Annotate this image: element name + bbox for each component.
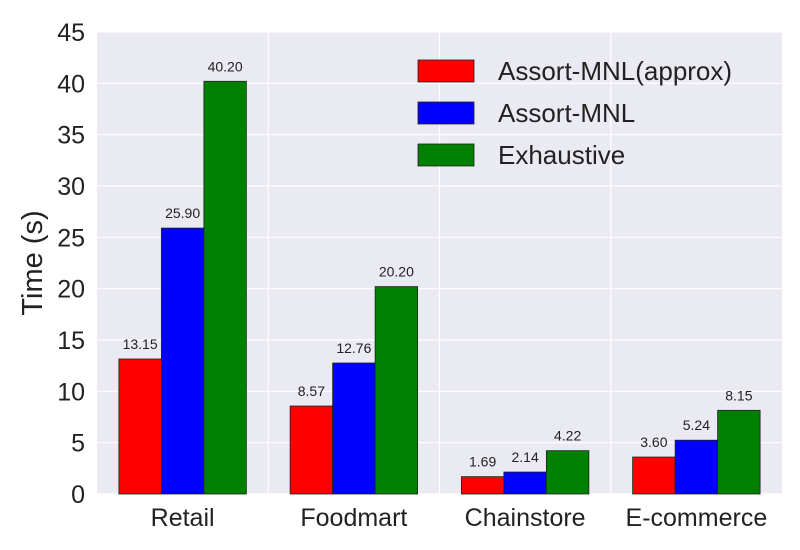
data-label: 5.24	[683, 417, 710, 433]
legend-swatch	[417, 101, 475, 125]
legend-label: Assort-MNL(approx)	[498, 56, 732, 86]
y-tick-label: 45	[57, 19, 85, 47]
y-axis-label: Time (s)	[17, 210, 49, 315]
legend-label: Assort-MNL	[498, 98, 635, 128]
y-tick-label: 40	[57, 70, 85, 98]
y-axis-ticks: 0 5 10 15 20 25 30 35 40 45	[57, 19, 85, 509]
legend-swatch	[417, 59, 475, 83]
data-label: 2.14	[512, 449, 539, 465]
bar-assort-mnl-approx--chainstore	[460, 476, 505, 495]
y-tick-label: 30	[57, 173, 85, 201]
data-label: 13.15	[123, 336, 158, 352]
bar-assort-mnl-retail	[160, 227, 205, 495]
y-tick-label: 10	[57, 378, 85, 406]
data-label: 1.69	[469, 454, 496, 470]
data-label: 25.90	[165, 205, 200, 221]
y-tick-label: 0	[71, 481, 85, 509]
y-tick-label: 35	[57, 122, 85, 150]
bar-exhaustive-e-commerce	[717, 409, 761, 495]
bar-assort-mnl-approx--retail	[118, 358, 162, 495]
x-axis-ticks: Retail Foodmart Chainstore E-commerce	[151, 504, 768, 532]
x-tick-label: Foodmart	[300, 504, 407, 532]
legend: Assort-MNL(approx) Assort-MNL Exhaustive	[417, 56, 732, 170]
bar-exhaustive-retail	[203, 80, 247, 495]
x-tick-label: E-commerce	[626, 504, 768, 532]
data-label: 4.22	[554, 428, 581, 444]
y-tick-label: 5	[71, 430, 85, 458]
legend-label: Exhaustive	[498, 140, 625, 170]
bar-exhaustive-chainstore	[545, 450, 590, 495]
data-label: 8.15	[725, 387, 752, 403]
legend-swatch	[417, 143, 475, 167]
y-tick-label: 25	[57, 224, 85, 252]
bar-assort-mnl-chainstore	[503, 471, 547, 495]
bar-assort-mnl-foodmart	[332, 362, 376, 495]
bar-assort-mnl-approx--e-commerce	[632, 456, 676, 495]
data-label: 12.76	[336, 340, 371, 356]
y-tick-label: 20	[57, 276, 85, 304]
bar-assort-mnl-approx--foodmart	[289, 405, 334, 495]
bar-assort-mnl-e-commerce	[674, 439, 719, 495]
data-labels: 13.15 25.90 40.20 8.57 12.76 20.20 1.69 2.14 4.2…	[123, 58, 753, 469]
y-tick-label: 15	[57, 327, 85, 355]
bars	[118, 80, 761, 495]
bar-exhaustive-foodmart	[374, 286, 419, 495]
data-label: 40.20	[208, 58, 243, 74]
data-label: 8.57	[298, 383, 325, 399]
x-tick-label: Chainstore	[465, 504, 586, 532]
x-tick-label: Retail	[151, 504, 215, 532]
data-label: 3.60	[640, 434, 667, 450]
data-label: 20.20	[379, 264, 414, 280]
